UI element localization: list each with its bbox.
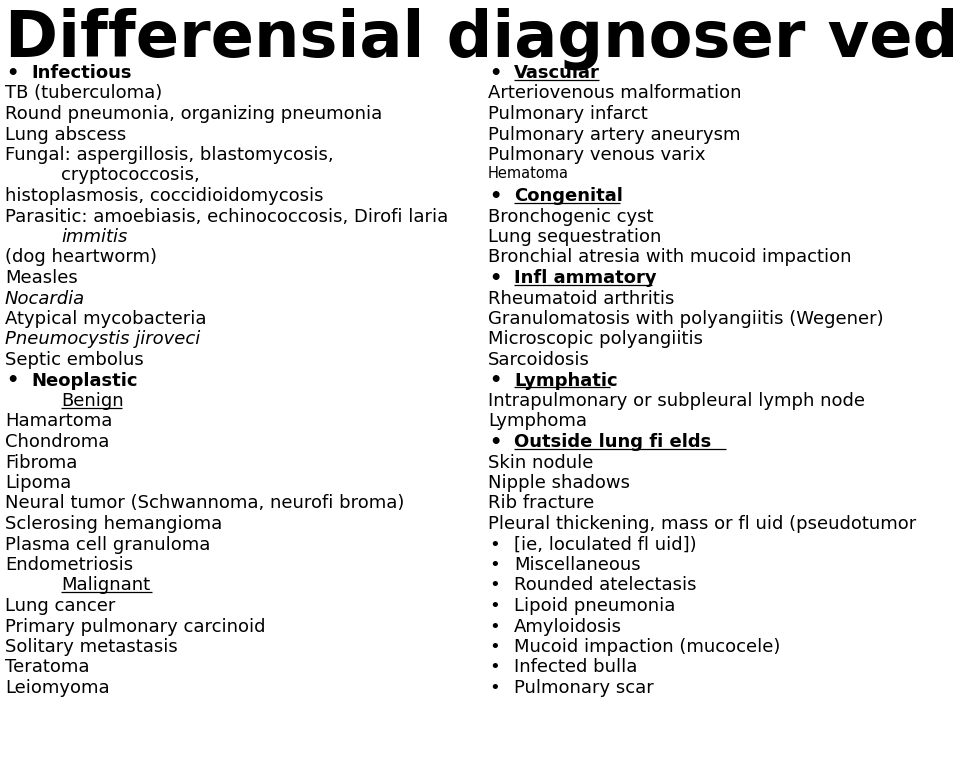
Text: Skin nodule: Skin nodule [488, 454, 593, 471]
Text: Lipoma: Lipoma [5, 474, 71, 492]
Text: Pulmonary infarct: Pulmonary infarct [488, 105, 648, 123]
Text: Infectious: Infectious [31, 64, 132, 82]
Text: Rheumatoid arthritis: Rheumatoid arthritis [488, 290, 674, 307]
Text: Granulomatosis with polyangiitis (Wegener): Granulomatosis with polyangiitis (Wegene… [488, 310, 883, 328]
Text: •: • [489, 433, 501, 452]
Text: Plasma cell granuloma: Plasma cell granuloma [5, 536, 210, 553]
Text: Chondroma: Chondroma [5, 433, 109, 451]
Text: •: • [489, 187, 501, 206]
Text: Sarcoidosis: Sarcoidosis [488, 351, 589, 369]
Text: Pulmonary venous varix: Pulmonary venous varix [488, 146, 706, 164]
Text: [ie, loculated fl uid]): [ie, loculated fl uid]) [514, 536, 697, 553]
Text: Round pneumonia, organizing pneumonia: Round pneumonia, organizing pneumonia [5, 105, 382, 123]
Text: Infected bulla: Infected bulla [514, 659, 637, 676]
Text: Teratoma: Teratoma [5, 659, 89, 676]
Text: Fungal: aspergillosis, blastomycosis,: Fungal: aspergillosis, blastomycosis, [5, 146, 334, 164]
Text: Neoplastic: Neoplastic [31, 371, 137, 390]
Text: Lymphoma: Lymphoma [488, 413, 587, 430]
Text: Lung abscess: Lung abscess [5, 125, 127, 144]
Text: Pleural thickening, mass or fl uid (pseudotumor: Pleural thickening, mass or fl uid (pseu… [488, 515, 916, 533]
Text: Microscopic polyangiitis: Microscopic polyangiitis [488, 331, 703, 348]
Text: Vascular: Vascular [514, 64, 600, 82]
Text: Bronchogenic cyst: Bronchogenic cyst [488, 208, 654, 225]
Text: Primary pulmonary carcinoid: Primary pulmonary carcinoid [5, 617, 266, 636]
Text: Benign: Benign [61, 392, 124, 410]
Text: Solitary metastasis: Solitary metastasis [5, 638, 178, 656]
Text: Nipple shadows: Nipple shadows [488, 474, 630, 492]
Text: Nocardia: Nocardia [5, 290, 85, 307]
Text: Bronchial atresia with mucoid impaction: Bronchial atresia with mucoid impaction [488, 248, 852, 267]
Text: •: • [489, 64, 501, 83]
Text: Fibroma: Fibroma [5, 454, 78, 471]
Text: Arteriovenous malformation: Arteriovenous malformation [488, 85, 741, 102]
Text: Infl ammatory: Infl ammatory [514, 269, 657, 287]
Text: Pneumocystis jiroveci: Pneumocystis jiroveci [5, 331, 201, 348]
Text: •: • [489, 556, 500, 574]
Text: Sclerosing hemangioma: Sclerosing hemangioma [5, 515, 223, 533]
Text: •: • [489, 659, 500, 676]
Text: Differensial diagnoser ved SPN: Differensial diagnoser ved SPN [5, 7, 960, 70]
Text: Amyloidosis: Amyloidosis [514, 617, 622, 636]
Text: Pulmonary artery aneurysm: Pulmonary artery aneurysm [488, 125, 740, 144]
Text: Mucoid impaction (mucocele): Mucoid impaction (mucocele) [514, 638, 780, 656]
Text: •: • [489, 638, 500, 656]
Text: Parasitic: amoebiasis, echinococcosis, Dirofi laria: Parasitic: amoebiasis, echinococcosis, D… [5, 208, 448, 225]
Text: Lung cancer: Lung cancer [5, 597, 115, 615]
Text: Lung sequestration: Lung sequestration [488, 228, 661, 246]
Text: immitis: immitis [61, 228, 128, 246]
Text: Septic embolus: Septic embolus [5, 351, 144, 369]
Text: •: • [489, 536, 500, 553]
Text: •: • [489, 679, 500, 697]
Text: •: • [489, 371, 501, 390]
Text: Hematoma: Hematoma [488, 167, 569, 182]
Text: Rib fracture: Rib fracture [488, 494, 594, 513]
Text: Congenital: Congenital [514, 187, 623, 205]
Text: cryptococcosis,: cryptococcosis, [61, 167, 200, 184]
Text: Leiomyoma: Leiomyoma [5, 679, 109, 697]
Text: Neural tumor (Schwannoma, neurofi broma): Neural tumor (Schwannoma, neurofi broma) [5, 494, 404, 513]
Text: Miscellaneous: Miscellaneous [514, 556, 640, 574]
Text: Endometriosis: Endometriosis [5, 556, 133, 574]
Text: Lymphatic: Lymphatic [514, 371, 617, 390]
Text: Pulmonary scar: Pulmonary scar [514, 679, 654, 697]
Text: •: • [489, 577, 500, 594]
Text: Rounded atelectasis: Rounded atelectasis [514, 577, 697, 594]
Text: TB (tuberculoma): TB (tuberculoma) [5, 85, 162, 102]
Text: Measles: Measles [5, 269, 78, 287]
Text: Intrapulmonary or subpleural lymph node: Intrapulmonary or subpleural lymph node [488, 392, 865, 410]
Text: (dog heartworm): (dog heartworm) [5, 248, 157, 267]
Text: •: • [6, 371, 18, 390]
Text: Hamartoma: Hamartoma [5, 413, 112, 430]
Text: •: • [489, 269, 501, 288]
Text: •: • [489, 597, 500, 615]
Text: histoplasmosis, coccidioidomycosis: histoplasmosis, coccidioidomycosis [5, 187, 324, 205]
Text: Malignant: Malignant [61, 577, 150, 594]
Text: •: • [6, 64, 18, 83]
Text: Atypical mycobacteria: Atypical mycobacteria [5, 310, 206, 328]
Text: •: • [489, 617, 500, 636]
Text: Lipoid pneumonia: Lipoid pneumonia [514, 597, 676, 615]
Text: Outside lung fi elds: Outside lung fi elds [514, 433, 711, 451]
